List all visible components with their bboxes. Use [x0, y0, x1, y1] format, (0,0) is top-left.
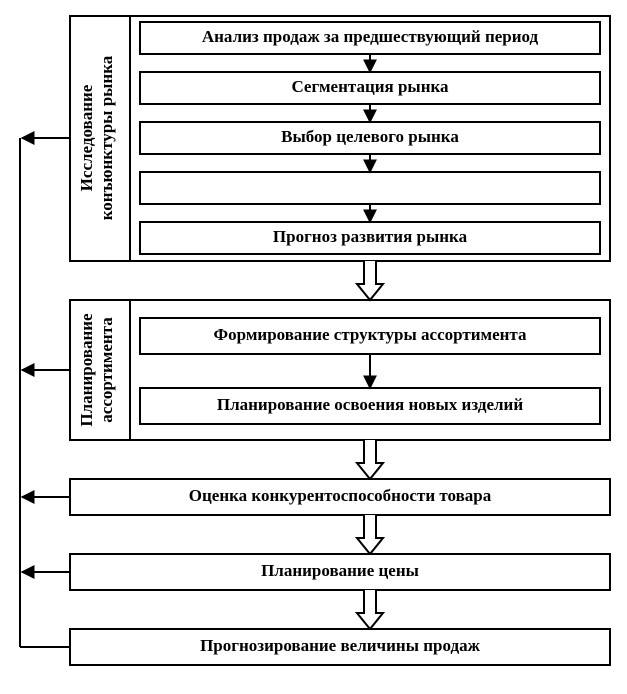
- step-s9-label: Планирование цены: [261, 561, 419, 580]
- step-s4: [140, 172, 600, 204]
- svg-text:конъюнктуры рынка: конъюнктуры рынка: [97, 55, 116, 220]
- flowchart: Исследование конъюнктуры рынка Анализ пр…: [0, 0, 627, 694]
- step-s6-label: Формирование структуры ассортимента: [214, 325, 527, 344]
- arrow-hollow-1: [357, 261, 383, 300]
- svg-text:Планирование: Планирование: [77, 313, 96, 427]
- step-s3-label: Выбор целевого рынка: [281, 127, 459, 146]
- group-1-label: Исследование конъюнктуры рынка: [77, 55, 116, 220]
- arrow-hollow-3: [357, 515, 383, 554]
- step-s10-label: Прогнозирование величины продаж: [200, 636, 481, 655]
- step-s5-label: Прогноз развития рынка: [273, 227, 468, 246]
- step-s2-label: Сегментация рынка: [291, 77, 449, 96]
- group-2-label: Планирование ассортимента: [77, 313, 116, 427]
- arrow-hollow-2: [357, 440, 383, 479]
- arrow-hollow-4: [357, 590, 383, 629]
- step-s7-label: Планирование освоения новых изделий: [217, 395, 524, 414]
- step-s8-label: Оценка конкурентоспособности товара: [189, 486, 492, 505]
- step-s1-label: Анализ продаж за предшествующий период: [202, 27, 539, 46]
- svg-text:ассортимента: ассортимента: [97, 317, 116, 423]
- svg-text:Исследование: Исследование: [77, 84, 96, 191]
